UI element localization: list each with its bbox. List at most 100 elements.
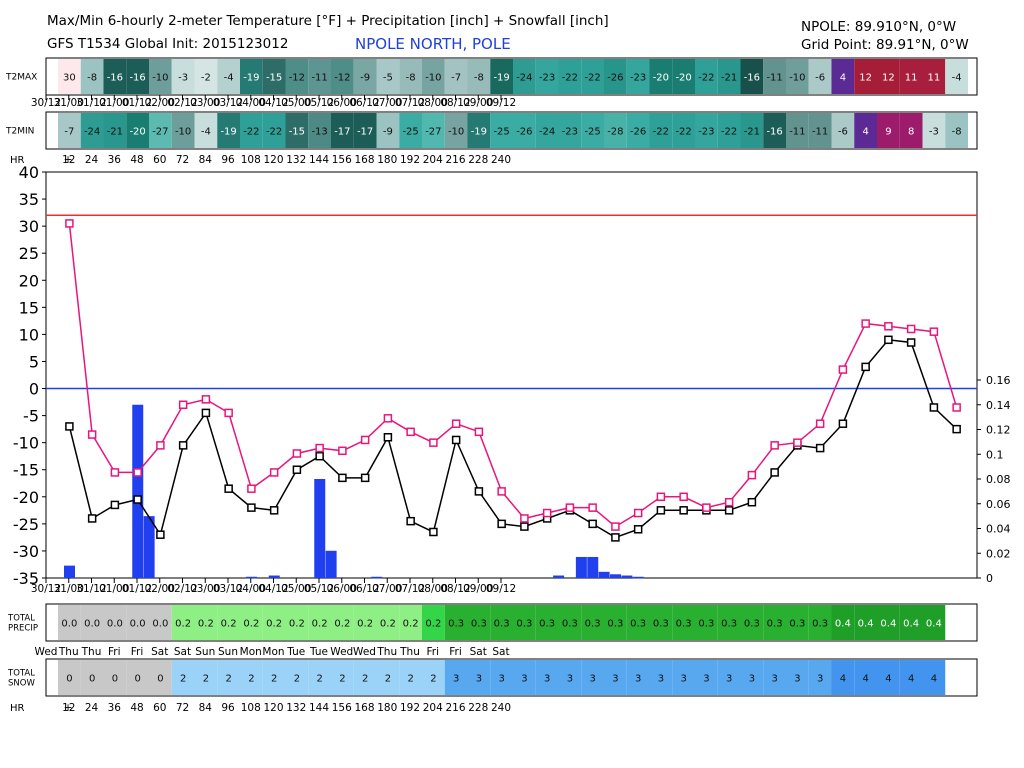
- t2min-cell: [80, 113, 104, 148]
- total-snow-cell: [422, 660, 445, 695]
- x-tick-label: 02/12: [167, 583, 197, 595]
- t2min-cell: [353, 113, 377, 148]
- max-temperature-marker: [861, 319, 870, 328]
- weekday-label: Wed: [35, 646, 58, 658]
- total-precip-value: 0.4: [880, 619, 896, 630]
- total-snow-cell: [740, 660, 764, 695]
- total-snow-cell: [717, 660, 741, 695]
- forecast-hour-label-bottom: 144: [309, 702, 329, 714]
- max-temperature-marker: [474, 427, 484, 437]
- t2min-cell: [149, 113, 172, 148]
- min-temperature-marker: [360, 473, 370, 483]
- t2max-value: -20: [653, 73, 669, 84]
- total-precip-value: 0.4: [926, 619, 942, 630]
- forecast-hour-label-bottom: 72: [176, 702, 189, 714]
- precip-bar: [575, 556, 587, 578]
- total-snow-value: 3: [567, 674, 573, 685]
- x-tick-label: 05/12: [304, 583, 334, 595]
- t2max-cell: [604, 59, 627, 94]
- total-precip-cell: [126, 605, 149, 640]
- forecast-hour-label-bottom: 12: [62, 702, 75, 714]
- t2max-cell: [786, 59, 809, 94]
- max-temperature-marker: [724, 497, 734, 507]
- total-snow-cell: [899, 660, 923, 695]
- t2max-cell: [80, 59, 104, 94]
- total-precip-value: 0.3: [767, 619, 783, 630]
- max-temperature-marker: [793, 438, 802, 447]
- total-snow-value: 3: [817, 674, 823, 685]
- t2min-value: -22: [266, 127, 282, 138]
- total-precip-cell: [558, 605, 582, 640]
- total-precip-cell: [922, 605, 946, 640]
- forecast-hour-label-bottom: 192: [400, 702, 420, 714]
- x-tick-label: 08/12: [440, 583, 470, 595]
- t2min-value: -15: [289, 127, 305, 138]
- forecast-hour-label-bottom: 228: [468, 702, 488, 714]
- t2min-value: -27: [152, 127, 168, 138]
- min-temperature-marker: [224, 484, 233, 493]
- total-precip-value: 0.4: [835, 619, 851, 630]
- forecast-hour-label: 108: [241, 154, 261, 166]
- forecast-hour-label-bottom: 36: [108, 702, 122, 714]
- t2min-value: -25: [402, 127, 418, 138]
- weekday-label: Sat: [470, 646, 487, 658]
- total-snow-value: 3: [771, 674, 777, 685]
- x-tick-label: 02/00: [145, 583, 175, 595]
- t2min-cell: [672, 113, 695, 148]
- t2min-value: -7: [64, 127, 74, 138]
- total-precip-value: 0.3: [562, 619, 578, 630]
- t2min-value: -20: [129, 127, 145, 138]
- min-temperature-marker: [406, 516, 415, 526]
- t2max-value: -16: [107, 73, 123, 84]
- total-precip-value: 0.2: [380, 619, 396, 630]
- t2max-cell: [194, 59, 218, 94]
- weekday-label: Thu: [81, 646, 102, 658]
- precip-bar: [143, 516, 155, 578]
- t2max-cell: [717, 59, 741, 94]
- t2max-value: -8: [87, 73, 97, 84]
- forecast-hour-label-bottom: 132: [286, 702, 306, 714]
- total-snow-value: 2: [316, 674, 322, 685]
- max-temperature-marker: [838, 365, 848, 374]
- min-temperature-marker: [588, 519, 597, 529]
- forecast-hour-label: 24: [85, 154, 99, 166]
- t2min-cell: [262, 113, 286, 148]
- forecast-hour-label: 144: [309, 154, 329, 166]
- x-tick-label: 01/12: [122, 583, 152, 595]
- total-snow-cell: [103, 660, 127, 695]
- total-snow-value: 3: [794, 674, 800, 685]
- total-snow-value: 0: [112, 674, 118, 685]
- total-precip-cell: [444, 605, 468, 640]
- max-temperature-marker: [87, 430, 97, 439]
- precip-bar: [268, 575, 280, 578]
- total-precip-cell: [353, 605, 377, 640]
- y-tick-label: 35: [19, 190, 39, 209]
- total-precip-value: 0.2: [289, 619, 305, 630]
- total-precip-cell: [376, 605, 400, 640]
- t2min-value: -28: [607, 127, 623, 138]
- total-snow-cell: [217, 660, 240, 695]
- t2max-value: -23: [630, 73, 646, 84]
- t2min-cell: [513, 113, 536, 148]
- min-temperature-marker: [679, 506, 688, 515]
- t2min-cell: [194, 113, 218, 148]
- total-snow-value: 3: [680, 674, 686, 685]
- t2min-value: -26: [516, 127, 532, 138]
- x-tick-label: 07/00: [372, 583, 402, 595]
- t2max-cell: [535, 59, 559, 94]
- t2min-cell: [717, 113, 741, 148]
- y2-tick-label: 0: [986, 572, 993, 585]
- min-temperature-marker: [861, 362, 870, 372]
- t2max-value: -2: [201, 73, 211, 84]
- total-precip-cell: [58, 605, 81, 640]
- max-temperature-marker: [383, 414, 393, 423]
- t2min-cell: [490, 113, 513, 148]
- total-precip-value: 0.3: [585, 619, 601, 630]
- max-temperature-marker: [815, 419, 825, 428]
- total-snow-cell: [695, 660, 718, 695]
- total-snow-cell: [558, 660, 582, 695]
- min-temperature-marker: [247, 503, 256, 512]
- t2min-cell: [604, 113, 627, 148]
- x-tick-label: 05/00: [281, 583, 311, 595]
- total-precip-cell: [808, 605, 832, 640]
